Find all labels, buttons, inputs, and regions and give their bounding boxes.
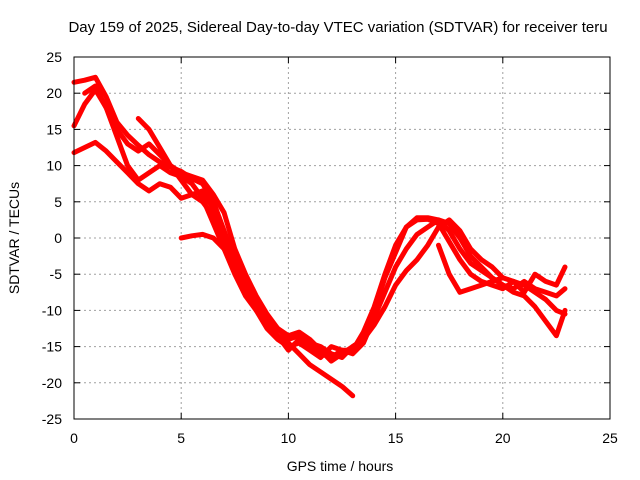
series-line-track-6 bbox=[178, 231, 270, 321]
series-group bbox=[71, 74, 568, 399]
x-axis-ticks: 0 5 10 15 20 25 bbox=[70, 57, 618, 446]
x-tick-label: 10 bbox=[281, 430, 297, 446]
y-tick-label: 10 bbox=[46, 158, 62, 174]
series-line-track-4 bbox=[82, 83, 356, 399]
y-tick-label: 0 bbox=[54, 230, 62, 246]
x-tick-label: 25 bbox=[602, 430, 618, 446]
series-line-track-5 bbox=[135, 116, 568, 364]
x-axis-label: GPS time / hours bbox=[287, 458, 394, 474]
grid-lines bbox=[74, 57, 610, 419]
y-tick-label: -15 bbox=[42, 339, 62, 355]
chart-title: Day 159 of 2025, Sidereal Day-to-day VTE… bbox=[68, 19, 607, 36]
series-line-track-1 bbox=[71, 74, 568, 360]
y-tick-label: -10 bbox=[42, 302, 62, 318]
y-axis-ticks: -25 -20 -15 -10 -5 0 5 10 15 20 25 bbox=[42, 49, 610, 427]
series-line-track-7 bbox=[436, 242, 506, 295]
y-tick-label: 15 bbox=[46, 121, 62, 137]
series-line-track-3 bbox=[71, 139, 568, 360]
y-tick-label: 25 bbox=[46, 49, 62, 65]
y-tick-label: 5 bbox=[54, 194, 62, 210]
x-tick-label: 0 bbox=[70, 430, 78, 446]
x-tick-label: 5 bbox=[177, 430, 185, 446]
y-tick-label: 20 bbox=[46, 85, 62, 101]
y-tick-label: -20 bbox=[42, 375, 62, 391]
y-tick-label: -25 bbox=[42, 411, 62, 427]
y-tick-label: -5 bbox=[50, 266, 63, 282]
x-tick-label: 20 bbox=[495, 430, 511, 446]
y-axis-label: SDTVAR / TECUs bbox=[6, 182, 22, 294]
x-tick-label: 15 bbox=[388, 430, 404, 446]
